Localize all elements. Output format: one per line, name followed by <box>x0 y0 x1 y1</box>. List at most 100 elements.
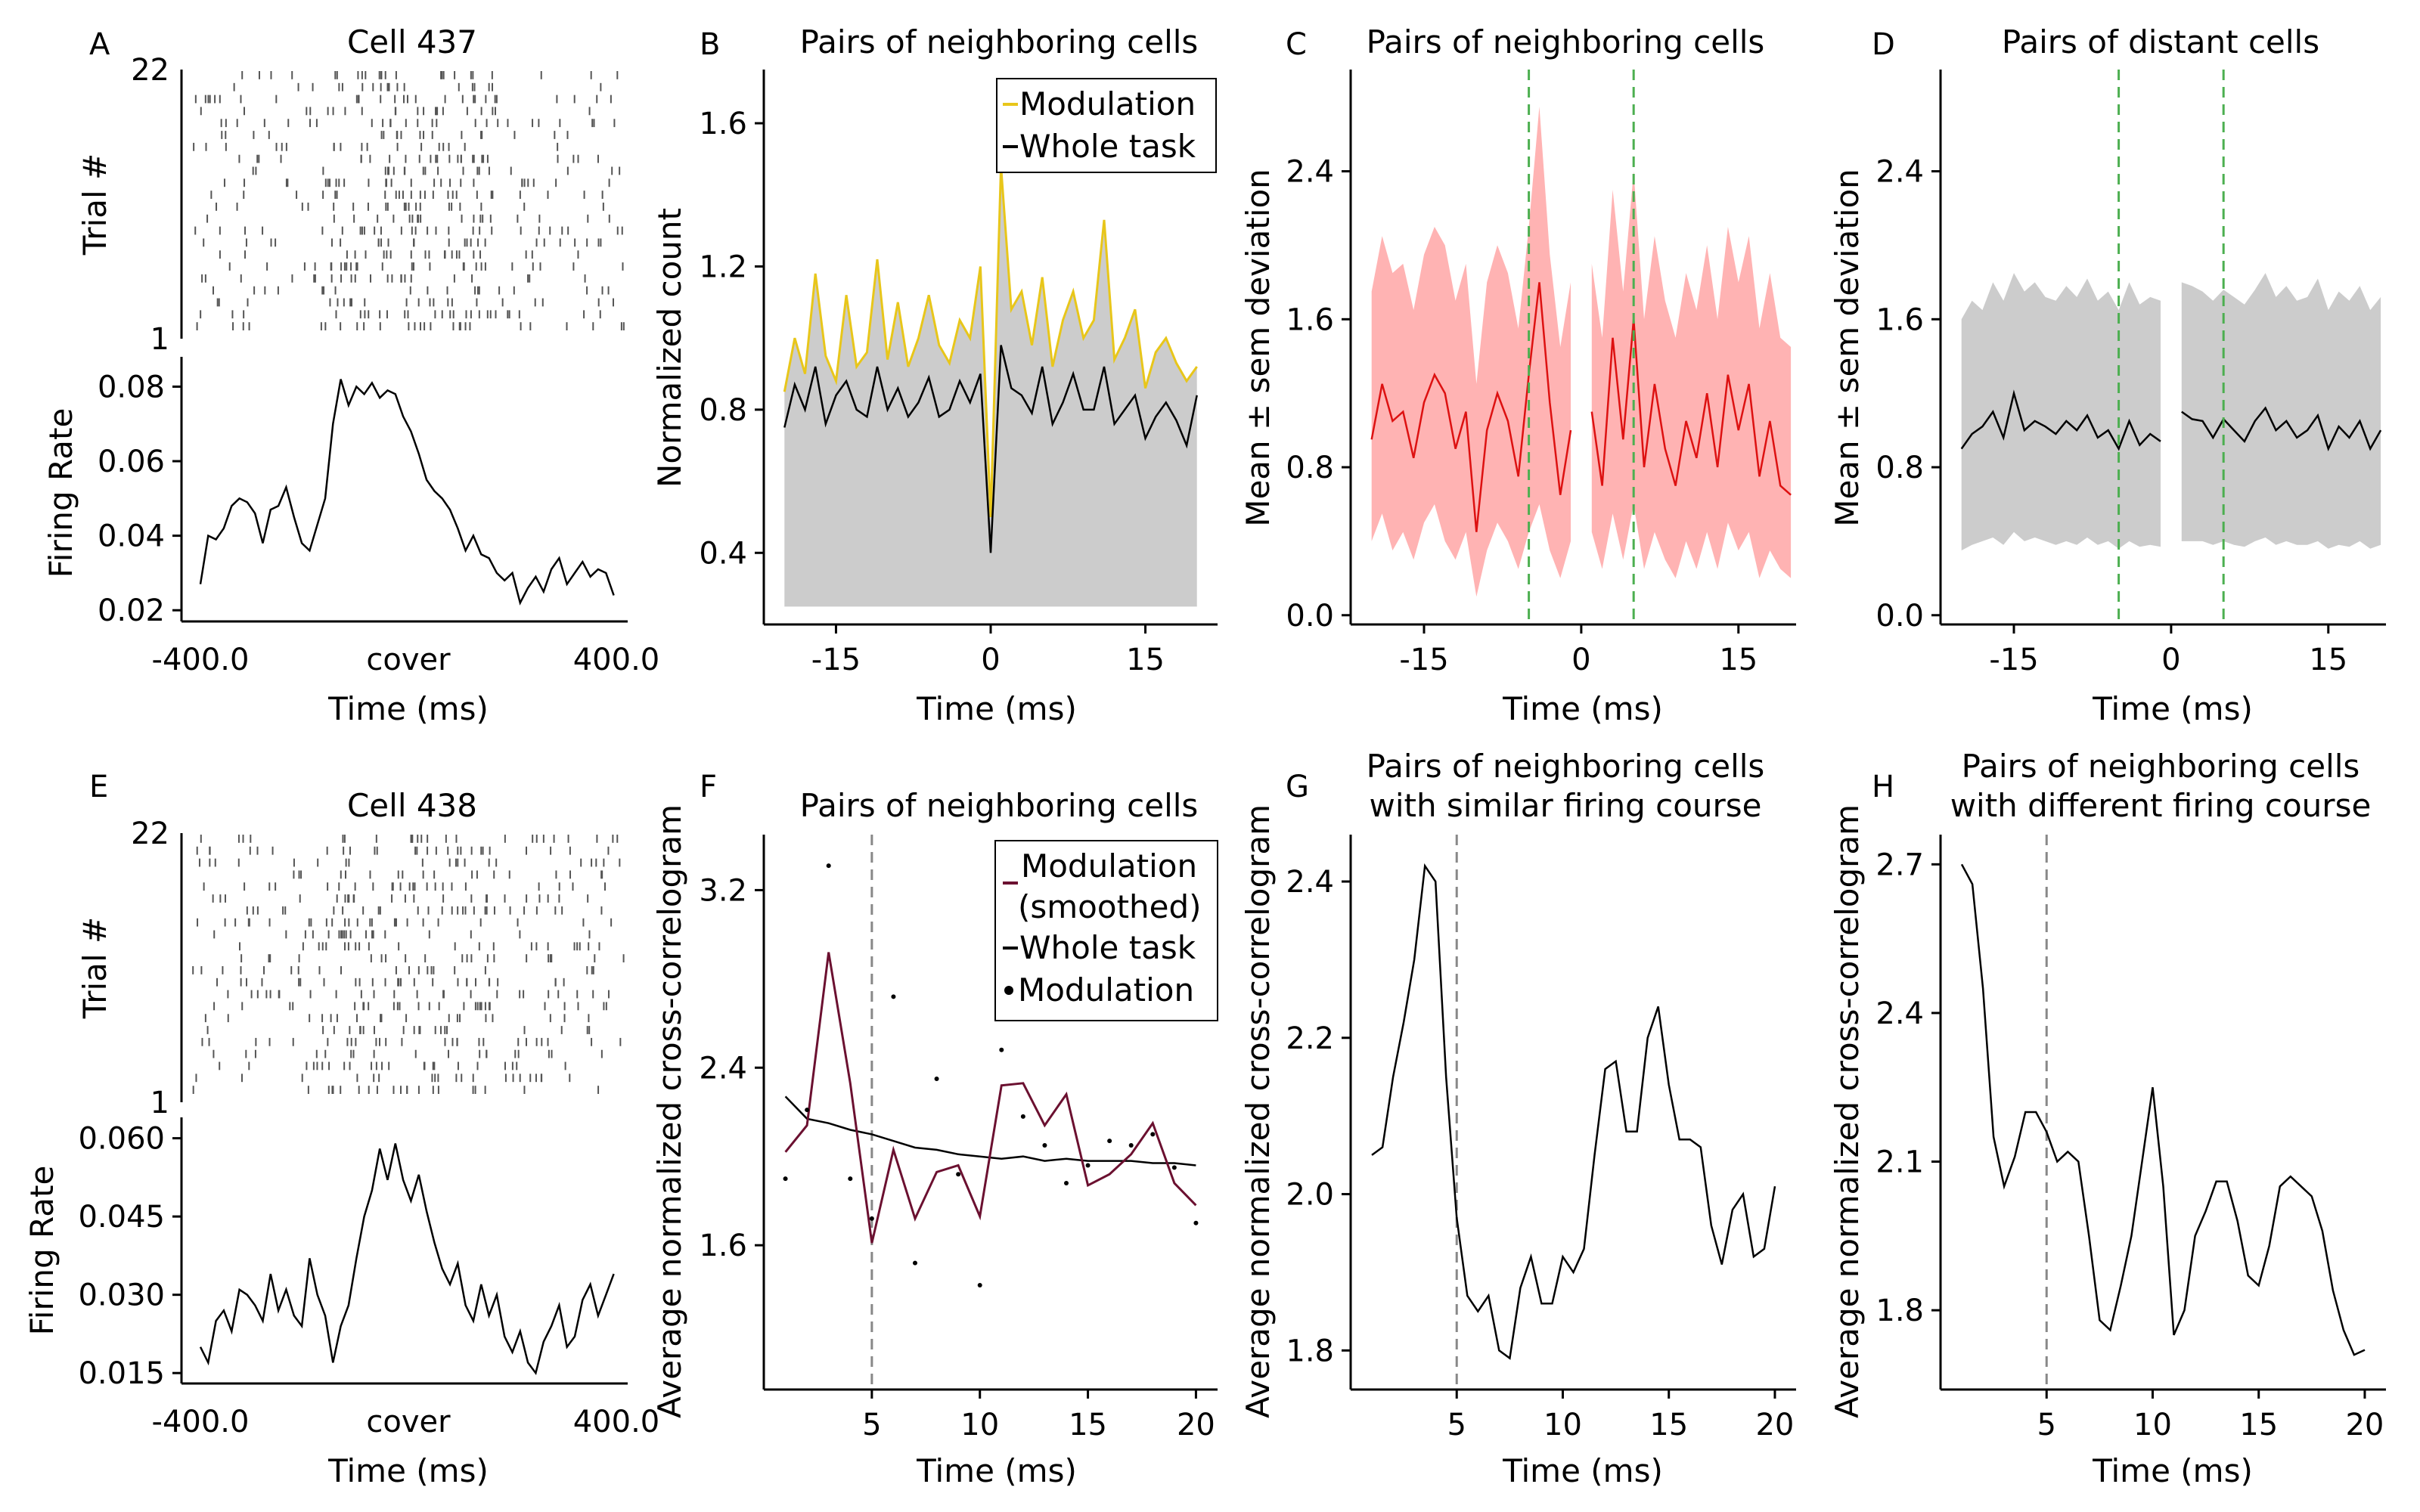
panel-b-legend: Modulation Whole task <box>996 78 1217 173</box>
panel-a-ytick-label: 0.08 <box>98 370 165 404</box>
panel-d-title: Pairs of distant cells <box>2002 23 2319 60</box>
panel-a-rate: Firing Rate -400.0 cover 400.0 Time (ms)… <box>42 357 659 727</box>
panel-c-xtick-label: 0 <box>1571 643 1590 677</box>
panel-b-ylabel: Normalized count <box>651 208 688 488</box>
panel-c: Mean ± sem deviation Time (ms) 0.0 0.8 1.6… <box>1239 70 1796 727</box>
panel-f-legend-smoothed-line2: (smoothed) <box>1018 888 1202 925</box>
panel-d-ytick-label: 0.0 <box>1876 599 1924 634</box>
panel-e-xtick-left: -400.0 <box>152 1405 250 1439</box>
panel-b-xtick-label: -15 <box>811 643 861 677</box>
panel-f-ytick-label: 2.4 <box>699 1051 747 1086</box>
panel-h-xtick-label: 15 <box>2239 1408 2278 1442</box>
panel-a-ytick-label: 0.06 <box>98 445 165 479</box>
panel-a-raster-ytick-1: 1 <box>150 322 169 357</box>
panel-f-modulation-point <box>1107 1139 1112 1144</box>
panel-b-whole-task-line <box>783 345 1198 553</box>
panel-e-spike-ticks <box>192 835 625 1094</box>
panel-letter-c: C <box>1286 27 1307 62</box>
panel-c-ytick-label: 0.0 <box>1286 599 1334 634</box>
panel-c-mean-line <box>1370 282 1792 532</box>
panel-f-modulation-point <box>1128 1143 1134 1148</box>
panel-d-xtick-label: 0 <box>2161 643 2180 677</box>
panel-b-plot: 0.4 0.8 1.2 1.6 -15 0 15 <box>699 107 1198 677</box>
panel-e-raster-ylabel: Trial # <box>76 917 113 1019</box>
panel-e-raster-ytick-22: 22 <box>131 816 169 851</box>
panel-g-xtick-label: 5 <box>1447 1408 1466 1442</box>
panel-f-xtick-label: 5 <box>862 1408 881 1442</box>
panel-d-xtick-label: 15 <box>2309 643 2347 677</box>
panel-f-plot: 1.6 2.4 3.2 5 10 15 20 <box>699 835 1215 1442</box>
panel-e-title: Cell 438 <box>347 787 477 824</box>
panel-c-plot: 0.0 0.8 1.6 2.4 -15 0 15 <box>1286 70 1792 677</box>
panel-a-firing-rate-line <box>199 379 615 606</box>
panel-letter-h: H <box>1872 770 1894 804</box>
panel-h-ytick-label: 2.7 <box>1876 847 1924 882</box>
panel-h-xtick-label: 20 <box>2345 1408 2384 1442</box>
panel-e-xlabel: Time (ms) <box>327 1452 489 1489</box>
panel-c-ytick-label: 0.8 <box>1286 451 1334 485</box>
panel-a-raster: 22 1 Trial # <box>76 53 625 357</box>
panel-f-smoothed-line <box>784 952 1197 1244</box>
panel-c-ylabel: Mean ± sem deviation <box>1239 169 1277 527</box>
panel-d-sem-band <box>1961 273 2161 551</box>
panel-f-modulation-point <box>934 1076 939 1081</box>
panel-letter-f: F <box>700 770 717 804</box>
panel-c-sem-band <box>1371 106 1571 597</box>
panel-a-xtick-left: -400.0 <box>152 643 250 677</box>
panel-c-title: Pairs of neighboring cells <box>1367 23 1765 60</box>
panel-letter-b: B <box>700 27 720 62</box>
panel-f-xtick-label: 20 <box>1177 1408 1215 1442</box>
panel-f: Average normalized cross-correlogram Tim… <box>651 804 1218 1489</box>
panel-c-ytick-label: 2.4 <box>1286 155 1334 190</box>
panel-f-ytick-label: 3.2 <box>699 873 747 908</box>
panel-f-modulation-point <box>1150 1132 1156 1137</box>
panel-h-title-line1: Pairs of neighboring cells <box>1962 748 2360 785</box>
panel-f-title: Pairs of neighboring cells <box>800 787 1199 824</box>
panel-f-modulation-point <box>1193 1220 1199 1225</box>
panel-h: Average normalized cross-correlogram Tim… <box>1829 804 2386 1489</box>
panel-d: Mean ± sem deviation Time (ms) 0.0 0.8 1.6… <box>1829 70 2386 727</box>
panel-c-xtick-label: 15 <box>1719 643 1758 677</box>
panel-c-sem-band <box>1591 171 1792 578</box>
panel-b-xtick-label: 15 <box>1126 643 1165 677</box>
panel-f-modulation-point <box>999 1047 1004 1052</box>
panel-b-title: Pairs of neighboring cells <box>800 23 1199 60</box>
panel-b: Normalized count Time (ms) 0.4 0.8 1.2 1.6 -… <box>651 70 1218 727</box>
panel-f-modulation-point <box>848 1176 853 1182</box>
panel-h-title-line2: with different firing course <box>1950 787 2372 824</box>
panel-e-ytick-label: 0.060 <box>78 1122 165 1157</box>
panel-b-ytick-label: 0.4 <box>699 536 747 571</box>
panel-f-ylabel: Average normalized cross-correlogram <box>651 804 688 1418</box>
panel-g-xtick-label: 10 <box>1544 1408 1582 1442</box>
panel-b-gray-area <box>784 166 1197 607</box>
panel-g-correlogram-line <box>1371 863 1776 1360</box>
panel-h-xtick-label: 10 <box>2133 1408 2172 1442</box>
panel-b-legend-modulation: Modulation <box>1019 85 1196 122</box>
panel-f-modulation-point <box>869 1216 874 1221</box>
panel-d-ytick-label: 1.6 <box>1876 302 1924 337</box>
panel-e-xtick-right: 400.0 <box>573 1405 660 1439</box>
panel-letter-a: A <box>89 27 110 62</box>
panel-c-xlabel: Time (ms) <box>1502 690 1663 727</box>
panel-d-plot: 0.0 0.8 1.6 2.4 -15 0 15 <box>1876 70 2382 677</box>
panel-e-ytick-label: 0.045 <box>78 1200 165 1235</box>
panel-a-ytick-label: 0.02 <box>98 593 165 628</box>
panel-b-ytick-label: 1.6 <box>699 107 747 141</box>
panel-h-ytick-label: 2.1 <box>1876 1145 1924 1180</box>
panel-g-title-line2: with similar firing course <box>1369 787 1761 824</box>
panel-b-ytick-label: 0.8 <box>699 393 747 428</box>
panel-e-plot: 0.015 0.030 0.045 0.060 <box>78 1122 615 1391</box>
panel-e-raster-ytick-1: 1 <box>150 1086 169 1120</box>
panel-d-xtick-label: -15 <box>1989 643 2038 677</box>
panel-a-xtick-right: 400.0 <box>573 643 660 677</box>
panel-f-modulation-point <box>783 1176 788 1182</box>
panel-f-legend-box <box>994 840 1218 1021</box>
panel-f-modulation-point <box>1171 1165 1177 1170</box>
panel-a-xlabel: Time (ms) <box>327 690 489 727</box>
panel-f-xtick-label: 15 <box>1069 1408 1107 1442</box>
panel-letter-g: G <box>1286 770 1309 804</box>
panel-letter-d: D <box>1872 27 1895 62</box>
panel-f-legend: Modulation (smoothed) Whole task Modulat… <box>994 840 1218 1021</box>
panel-g: Average normalized cross-correlogram Tim… <box>1239 804 1796 1489</box>
panel-g-ytick-label: 1.8 <box>1286 1334 1334 1368</box>
